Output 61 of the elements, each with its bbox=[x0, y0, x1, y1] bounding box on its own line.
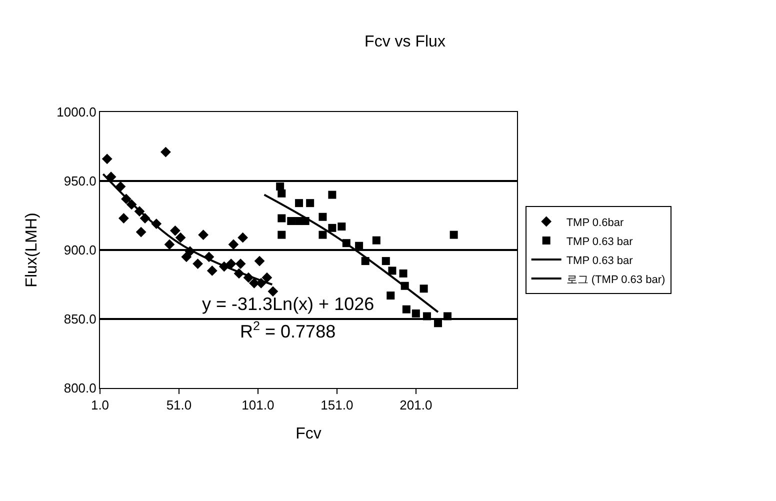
x-tick-label: 51.0 bbox=[166, 398, 192, 413]
point bbox=[338, 222, 346, 231]
point bbox=[175, 232, 186, 243]
x-tick-label: 1.0 bbox=[90, 398, 110, 413]
point bbox=[420, 284, 428, 293]
point bbox=[262, 272, 272, 283]
point bbox=[386, 292, 395, 300]
point bbox=[268, 286, 278, 297]
y-tick-label: 1000.0 bbox=[56, 104, 96, 120]
chart-title: Fcv vs Flux bbox=[364, 33, 446, 50]
point bbox=[328, 224, 336, 232]
point bbox=[278, 230, 286, 239]
y-tick-label: 900.0 bbox=[64, 242, 96, 258]
point bbox=[295, 199, 304, 208]
point bbox=[198, 230, 208, 240]
point bbox=[388, 266, 396, 275]
y-axis-title: Flux(LMH) bbox=[24, 212, 41, 288]
legend-label: TMP 0.6bar bbox=[566, 216, 624, 229]
point bbox=[372, 236, 380, 244]
point bbox=[226, 258, 236, 269]
point bbox=[434, 319, 442, 328]
x-tick-label: 151.0 bbox=[320, 398, 354, 413]
point bbox=[164, 239, 175, 250]
point bbox=[102, 154, 112, 164]
point bbox=[278, 214, 286, 222]
point bbox=[206, 266, 218, 276]
point bbox=[422, 312, 431, 320]
point bbox=[278, 189, 286, 198]
point bbox=[160, 146, 171, 158]
legend-label: TMP 0.63 bar bbox=[566, 236, 634, 248]
point bbox=[382, 257, 390, 266]
point bbox=[444, 312, 452, 320]
y-tick-label: 950.0 bbox=[64, 174, 96, 189]
point bbox=[412, 309, 420, 318]
point bbox=[402, 305, 410, 314]
point bbox=[355, 242, 364, 250]
y-tick-label: 800.0 bbox=[64, 380, 96, 396]
point bbox=[235, 258, 246, 269]
point bbox=[238, 232, 248, 243]
y-tick-label: 850.0 bbox=[64, 312, 96, 327]
point bbox=[118, 213, 129, 224]
point bbox=[399, 269, 408, 278]
legend-label: TMP 0.63 bar bbox=[566, 254, 634, 267]
x-axis-title: Fcv bbox=[296, 425, 322, 442]
point bbox=[115, 181, 126, 192]
point bbox=[318, 212, 327, 221]
annotation: R$^{2}$ = 0.7788 bbox=[240, 319, 336, 342]
point bbox=[170, 225, 180, 236]
annotation: y = -31.3Ln(x) + 1026 bbox=[202, 294, 374, 314]
x-tick-label: 201.0 bbox=[400, 398, 432, 413]
point bbox=[450, 230, 458, 239]
point bbox=[136, 226, 146, 238]
legend-label: 로그 (TMP 0.63 bar) bbox=[566, 274, 666, 286]
point bbox=[192, 258, 203, 269]
point bbox=[318, 230, 327, 239]
x-tick-label: 101.0 bbox=[242, 398, 274, 413]
point bbox=[306, 199, 314, 208]
point bbox=[287, 217, 296, 226]
point bbox=[328, 190, 336, 199]
point bbox=[228, 239, 239, 250]
point bbox=[254, 256, 265, 266]
